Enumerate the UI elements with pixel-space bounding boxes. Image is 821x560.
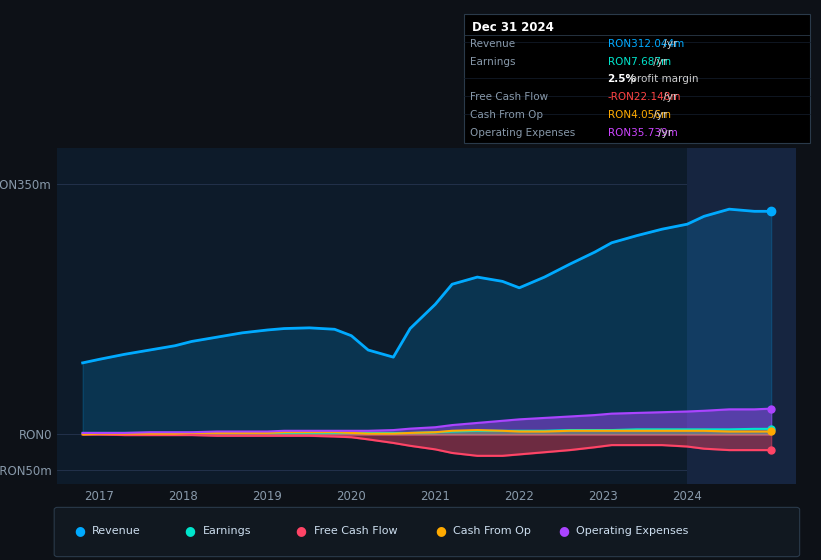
Text: /yr: /yr [660, 39, 677, 49]
Text: Operating Expenses: Operating Expenses [470, 128, 576, 138]
Text: RON312.044m: RON312.044m [608, 39, 684, 49]
Text: ●: ● [296, 524, 306, 538]
Text: -RON22.148m: -RON22.148m [608, 92, 681, 102]
Text: /yr: /yr [650, 110, 667, 120]
Text: Revenue: Revenue [92, 526, 140, 536]
Text: RON4.056m: RON4.056m [608, 110, 671, 120]
Text: /yr: /yr [650, 57, 667, 67]
Text: Free Cash Flow: Free Cash Flow [470, 92, 548, 102]
Text: 2.5%: 2.5% [608, 74, 636, 85]
Text: Free Cash Flow: Free Cash Flow [314, 526, 397, 536]
Text: Operating Expenses: Operating Expenses [576, 526, 689, 536]
Text: Revenue: Revenue [470, 39, 516, 49]
Text: RON35.739m: RON35.739m [608, 128, 677, 138]
Text: RON7.687m: RON7.687m [608, 57, 671, 67]
Text: ●: ● [185, 524, 195, 538]
Text: ●: ● [74, 524, 85, 538]
Text: ●: ● [558, 524, 569, 538]
Text: Cash From Op: Cash From Op [453, 526, 531, 536]
Text: Earnings: Earnings [203, 526, 251, 536]
Text: ●: ● [435, 524, 446, 538]
Text: Earnings: Earnings [470, 57, 516, 67]
Text: /yr: /yr [655, 128, 672, 138]
Text: Dec 31 2024: Dec 31 2024 [472, 21, 554, 34]
Bar [687, 148, 796, 484]
Text: Cash From Op: Cash From Op [470, 110, 544, 120]
Text: /yr: /yr [660, 92, 677, 102]
Text: profit margin: profit margin [626, 74, 698, 85]
